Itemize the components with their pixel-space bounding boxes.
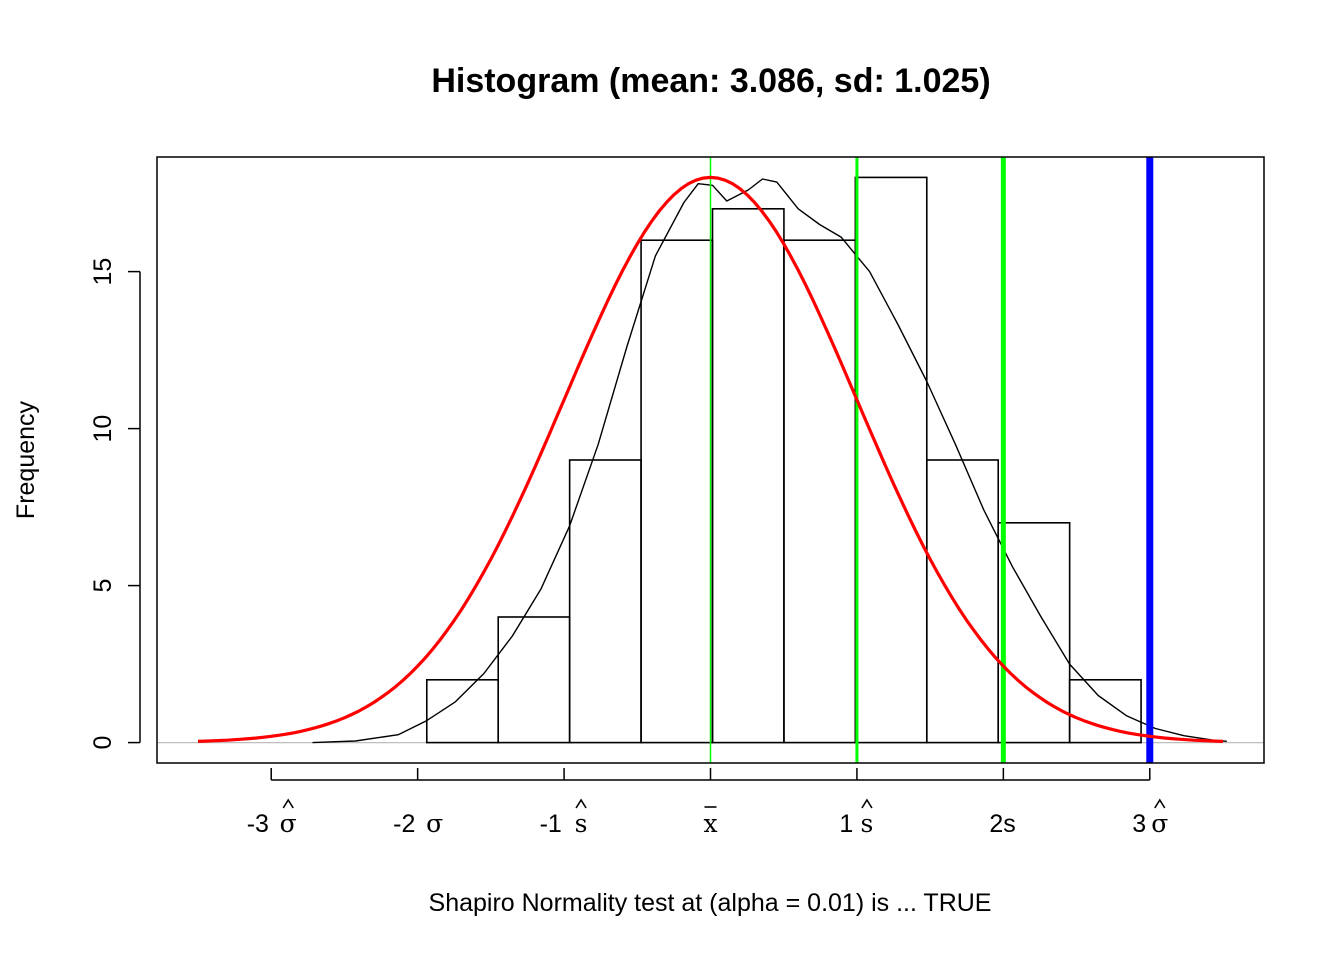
plot-area — [157, 157, 1264, 763]
x-tick-label: 2s — [989, 810, 1015, 838]
x-tick-symbol: s — [575, 809, 588, 838]
x-axis-label: Shapiro Normality test at (alpha = 0.01)… — [429, 889, 992, 917]
histogram-bar — [711, 208, 785, 744]
y-axis: 0 5 10 15 — [89, 258, 141, 750]
normal-curve — [197, 175, 1224, 743]
histogram-bar — [497, 616, 571, 744]
histogram-bar — [854, 176, 928, 744]
y-tick-label: 10 — [89, 415, 117, 443]
x-tick-label: -2 σ — [393, 809, 443, 838]
histogram-bar — [568, 459, 642, 744]
x-tick-label: x — [703, 806, 718, 838]
x-tick-number: -2 — [393, 810, 415, 838]
y-tick-label: 0 — [89, 736, 117, 750]
histogram-bar — [997, 521, 1071, 744]
x-tick-number: 1 — [839, 810, 853, 838]
hat-accent — [282, 798, 294, 809]
x-tick-symbol: σ — [1151, 809, 1168, 838]
hat-accent — [1154, 798, 1166, 809]
x-tick-number: -3 — [247, 810, 269, 838]
x-tick-label: -1 s — [540, 798, 588, 838]
x-tick-label: -3 σ — [247, 798, 297, 838]
x-tick-number: 3 — [1132, 810, 1146, 838]
y-axis-label: Frequency — [12, 400, 40, 519]
chart-title: Histogram (mean: 3.086, sd: 1.025) — [431, 62, 990, 100]
x-tick-symbol: σ — [426, 809, 443, 838]
hat-accent — [575, 798, 587, 809]
x-tick-symbol: σ — [280, 809, 297, 838]
x-tick-number: 2s — [989, 810, 1015, 838]
density-curve — [312, 178, 1227, 744]
plot-frame — [156, 156, 1265, 764]
y-tick-label: 15 — [89, 258, 117, 286]
hat-accent — [861, 798, 873, 809]
x-tick-symbol: s — [861, 809, 874, 838]
histogram-bar — [925, 459, 1000, 744]
histogram-bar — [1068, 678, 1142, 744]
x-tick-symbol: x — [703, 809, 717, 838]
y-tick-label: 5 — [89, 579, 117, 593]
histogram-bar — [425, 678, 500, 744]
x-axis: -3 σ -2 σ -1 s x 1 s 2s 3 σ — [247, 768, 1168, 838]
x-tick-number: -1 — [540, 810, 562, 838]
histogram-bar — [640, 239, 714, 744]
